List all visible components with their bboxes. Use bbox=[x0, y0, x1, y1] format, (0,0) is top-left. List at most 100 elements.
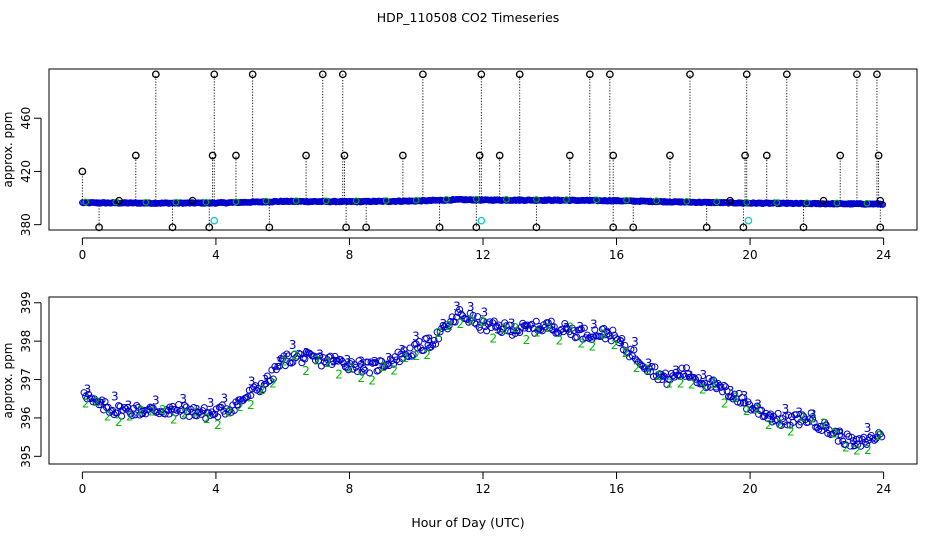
series-2-marker: 2 bbox=[578, 337, 586, 351]
y-tick-label: 380 bbox=[19, 213, 33, 236]
baseline-point-green bbox=[623, 196, 630, 204]
series-3-marker: 3 bbox=[631, 335, 639, 349]
series-1-point bbox=[710, 376, 718, 384]
series-1-point bbox=[573, 333, 581, 341]
series-2-marker: 2 bbox=[809, 411, 817, 425]
series-1-point bbox=[423, 334, 431, 342]
series-1-point bbox=[818, 427, 826, 435]
x-tick-label: 4 bbox=[212, 482, 220, 496]
series-1-point bbox=[365, 369, 373, 377]
x-tick-label: 12 bbox=[475, 482, 490, 496]
series-1-point bbox=[80, 389, 88, 397]
series-1-point bbox=[643, 368, 651, 376]
series-1-point bbox=[809, 415, 817, 423]
series-2-marker: 2 bbox=[214, 418, 222, 432]
series-1-point bbox=[367, 358, 375, 366]
series-3-marker: 3 bbox=[535, 321, 543, 335]
baseline-point-green bbox=[563, 196, 570, 203]
series-1-point bbox=[731, 390, 739, 398]
baseline-point-green bbox=[232, 198, 240, 206]
series-3-marker: 3 bbox=[439, 317, 447, 331]
series-1-point bbox=[445, 322, 453, 330]
spike-point bbox=[874, 151, 883, 160]
series-2-marker: 2 bbox=[545, 321, 553, 335]
series-3-marker: 3 bbox=[398, 343, 406, 357]
series-2-marker: 2 bbox=[236, 400, 244, 414]
series-1-point bbox=[627, 345, 635, 353]
series-2-marker: 2 bbox=[390, 364, 398, 378]
series-1-point bbox=[190, 404, 198, 412]
series-1-point bbox=[83, 395, 91, 403]
series-2-marker: 2 bbox=[445, 319, 453, 333]
series-1-point bbox=[505, 321, 513, 329]
spike-point bbox=[782, 70, 791, 79]
series-2-marker: 2 bbox=[567, 321, 575, 335]
spike-point bbox=[629, 223, 638, 232]
series-2-marker: 2 bbox=[512, 321, 520, 335]
series-2-marker: 2 bbox=[313, 354, 321, 368]
bottom-plot-area: 2 22 2 2 2 2 22 2 2 2 22 2 22 22 222 22 22 22 22 2 222 2 2 222 2… bbox=[80, 300, 886, 457]
series-2-marker: 2 bbox=[721, 396, 729, 410]
series-2-marker: 2 bbox=[170, 412, 178, 426]
baseline-point-green bbox=[713, 198, 720, 206]
series-3-marker: 3 bbox=[426, 332, 434, 346]
series-1-point bbox=[704, 383, 712, 391]
spike-point bbox=[472, 223, 481, 232]
series-1-point bbox=[625, 353, 633, 361]
series-1-point bbox=[800, 412, 808, 420]
spike-point bbox=[232, 151, 240, 160]
series-1-point bbox=[247, 392, 255, 400]
series-1-point bbox=[278, 355, 286, 363]
series-2-marker: 2 bbox=[732, 390, 740, 404]
spike-point bbox=[742, 70, 751, 79]
series-3-marker: 3 bbox=[795, 405, 803, 419]
series-3-marker: 3 bbox=[412, 330, 420, 344]
series-2-marker: 2 bbox=[401, 351, 409, 365]
series-2-marker: 2 bbox=[104, 409, 112, 423]
spike-point bbox=[318, 70, 327, 79]
series-2-marker: 2 bbox=[324, 356, 332, 370]
series-2-marker: 2 bbox=[467, 314, 475, 328]
x-tick-label: 20 bbox=[742, 482, 757, 496]
series-1-point bbox=[783, 421, 791, 429]
series-1-point bbox=[702, 384, 710, 392]
spike-point bbox=[836, 151, 845, 160]
series-1-point bbox=[618, 335, 626, 343]
series-2-marker: 2 bbox=[853, 443, 861, 457]
top-panel: 0 4 8 12 16 20 24 380 420 460 approx. ppm bbox=[1, 68, 918, 262]
series-1-point bbox=[233, 401, 241, 409]
series-2-marker: 2 bbox=[600, 327, 608, 341]
baseline-point-green bbox=[473, 195, 480, 203]
x-tick-label: 0 bbox=[79, 248, 87, 262]
series-1-point bbox=[242, 394, 250, 402]
series-3-marker: 3 bbox=[385, 351, 393, 365]
series-1-point bbox=[495, 321, 503, 329]
spike-point bbox=[606, 70, 614, 79]
spike-point bbox=[168, 223, 177, 232]
series-1-point bbox=[206, 411, 214, 419]
series-1-point bbox=[236, 396, 244, 404]
series-2-marker: 2 bbox=[379, 360, 387, 374]
spike-point bbox=[477, 70, 486, 79]
series-3-marker: 3 bbox=[809, 407, 817, 421]
series-1-point bbox=[502, 322, 510, 330]
series-1-point bbox=[355, 357, 363, 365]
spike-point bbox=[248, 70, 257, 79]
baseline-point-green bbox=[202, 198, 210, 206]
series-2-marker: 2 bbox=[302, 364, 310, 378]
series-3-marker: 3 bbox=[262, 373, 270, 387]
series-2-marker: 2 bbox=[192, 406, 200, 420]
series-2-marker: 2 bbox=[368, 374, 376, 388]
spike-point bbox=[739, 223, 748, 232]
series-1-point bbox=[690, 374, 698, 382]
series-1-point bbox=[532, 317, 540, 325]
spike-point bbox=[609, 151, 618, 160]
series-3-marker: 3 bbox=[371, 355, 379, 369]
series-1-point bbox=[311, 356, 319, 364]
series-1-point bbox=[385, 362, 393, 370]
series-3-marker: 3 bbox=[617, 335, 625, 349]
series-3-marker: 3 bbox=[768, 412, 776, 426]
series-3-marker: 3 bbox=[481, 305, 489, 319]
series-1-point bbox=[214, 413, 222, 421]
baseline-point-green bbox=[292, 197, 300, 204]
